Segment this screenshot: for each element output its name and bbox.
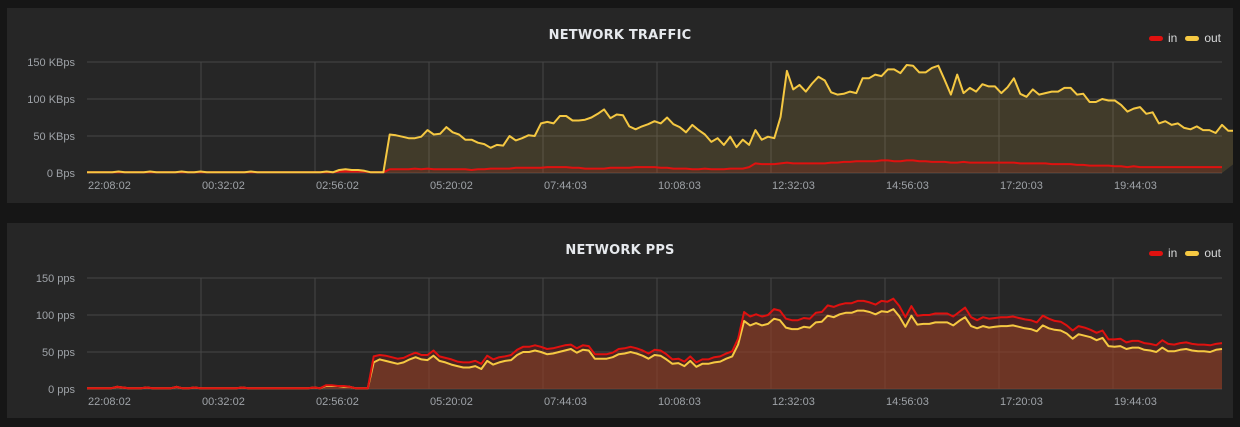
- panel-title: NETWORK PPS: [565, 243, 675, 258]
- legend-item-in[interactable]: in: [1148, 31, 1178, 45]
- series-line-out: [87, 64, 1233, 174]
- x-tick-label: 10:08:03: [658, 180, 701, 192]
- legend-label: out: [1204, 246, 1221, 260]
- series-area-out: [87, 65, 1233, 173]
- x-tick-label: 17:20:03: [1000, 396, 1043, 408]
- legend-label: in: [1167, 246, 1178, 260]
- x-tick-label: 00:32:02: [202, 396, 245, 408]
- x-tick-label: 22:08:02: [88, 396, 131, 408]
- y-tick-label: 100 pps: [36, 310, 76, 322]
- legend-label: out: [1204, 31, 1221, 45]
- legend-swatch-in: [1148, 250, 1163, 256]
- x-tick-label: 14:56:03: [886, 396, 929, 408]
- x-tick-label: 07:44:03: [544, 396, 587, 408]
- x-tick-label: 17:20:03: [1000, 180, 1043, 192]
- x-tick-label: 22:08:02: [88, 180, 131, 192]
- x-tick-label: 02:56:02: [316, 180, 359, 192]
- x-tick-label: 14:56:03: [886, 180, 929, 192]
- x-tick-label: 12:32:03: [772, 180, 815, 192]
- network-pps-chart[interactable]: 0 pps 50 pps 100 pps 150 pps 22:08:02 00:32:0…: [7, 223, 1233, 418]
- y-tick-label: 0 pps: [48, 384, 75, 396]
- legend-swatch-in: [1148, 35, 1163, 41]
- network-pps-panel: NETWORK PPS in out 0 pps 50 pps 100 pps 150…: [7, 223, 1233, 418]
- legend-item-in[interactable]: in: [1148, 246, 1178, 260]
- y-tick-label: 150 KBps: [27, 57, 75, 69]
- network-traffic-panel: NETWORK TRAFFIC in out 0 Bps 50 KBps 100 K…: [7, 8, 1233, 203]
- x-tick-label: 19:44:03: [1114, 180, 1157, 192]
- y-tick-label: 50 pps: [42, 347, 76, 359]
- y-tick-label: 0 Bps: [47, 168, 76, 180]
- x-tick-label: 05:20:02: [430, 180, 473, 192]
- series-area-out: [87, 309, 1222, 389]
- x-tick-label: 05:20:02: [430, 396, 473, 408]
- series-area-in: [87, 160, 1222, 173]
- series-line-in: [87, 297, 1223, 390]
- legend-swatch-out: [1185, 35, 1200, 41]
- legend-item-out[interactable]: out: [1185, 246, 1221, 260]
- network-traffic-chart[interactable]: 0 Bps 50 KBps 100 KBps 150 KBps 22:08:02 00:3…: [7, 8, 1233, 203]
- y-tick-label: 100 KBps: [27, 94, 75, 106]
- legend-swatch-out: [1185, 250, 1200, 256]
- x-tick-label: 12:32:03: [772, 396, 815, 408]
- legend-label: in: [1167, 31, 1178, 45]
- x-tick-label: 07:44:03: [544, 180, 587, 192]
- panel-title: NETWORK TRAFFIC: [548, 28, 692, 43]
- legend-item-out[interactable]: out: [1185, 31, 1221, 45]
- x-tick-label: 19:44:03: [1114, 396, 1157, 408]
- x-tick-label: 10:08:03: [658, 396, 701, 408]
- chart-legend: in out: [1141, 246, 1221, 260]
- y-tick-label: 50 KBps: [33, 131, 75, 143]
- x-tick-label: 00:32:02: [202, 180, 245, 192]
- y-tick-label: 150 pps: [36, 273, 76, 285]
- x-tick-label: 02:56:02: [316, 396, 359, 408]
- chart-legend: in out: [1141, 31, 1221, 45]
